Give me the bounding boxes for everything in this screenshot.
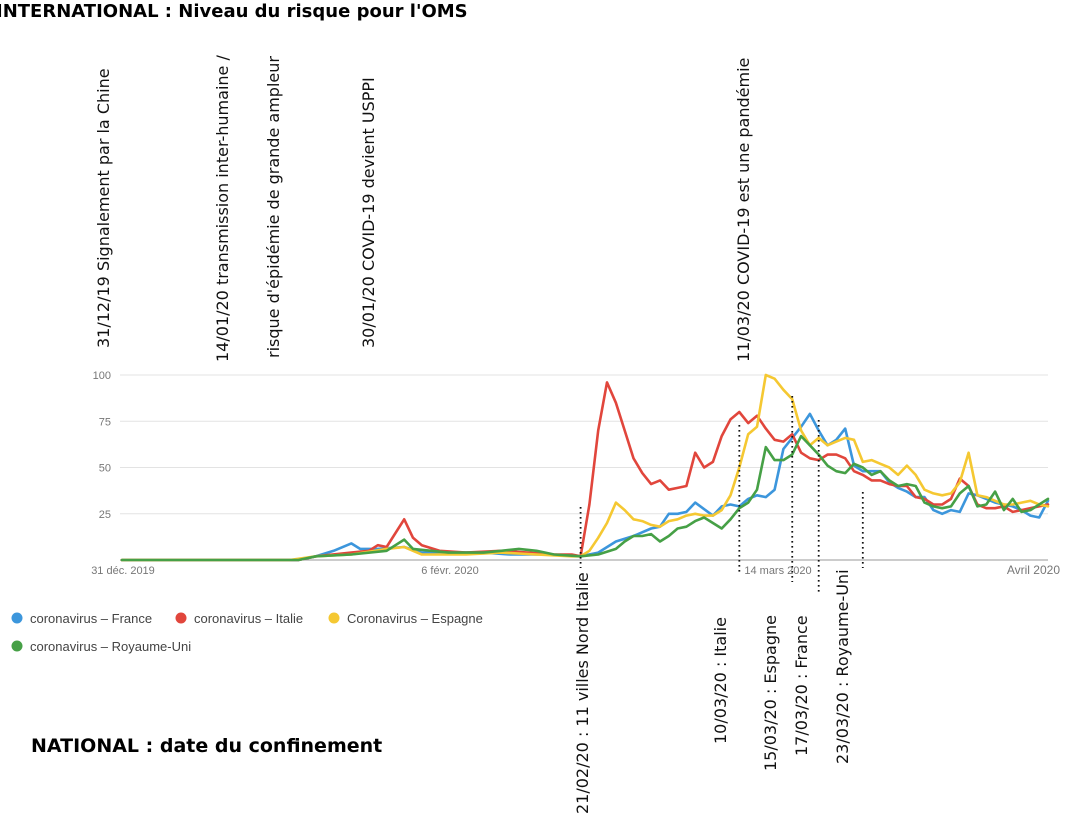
national-annotation-1: 21/02/20 : 11 villes Nord Italie — [573, 572, 592, 814]
intl-annotation-2b: risque d'épidémie de grande ampleur — [264, 56, 283, 358]
legend-swatch-3 — [328, 612, 340, 624]
y-tick-label: 75 — [99, 416, 111, 428]
intl-annotation-2a: 14/01/20 transmission inter-humaine / — [213, 55, 232, 362]
national-annotation-4: 17/03/20 : France — [792, 615, 811, 756]
legend-swatch-2 — [175, 612, 187, 624]
international-annotations: 31/12/19 Signalement par la Chine 14/01/… — [94, 55, 753, 362]
chart-legend: coronavirus – France coronavirus – Italie… — [11, 611, 483, 654]
national-annotation-lines — [579, 396, 864, 592]
chart-series — [120, 373, 1050, 562]
series-line-2 — [120, 381, 1050, 562]
title-international: INTERNATIONAL : Niveau du risque pour l'… — [0, 1, 468, 22]
intl-annotation-3: 30/01/20 COVID-19 devient USPPI — [359, 77, 378, 348]
x-tick-label: Avril 2020 — [1007, 563, 1060, 577]
y-tick-label: 50 — [99, 463, 111, 475]
national-annotation-labels: 21/02/20 : 11 villes Nord Italie 10/03/20… — [573, 569, 852, 814]
intl-annotation-4: 11/03/20 COVID-19 est une pandémie — [734, 58, 753, 362]
legend-label-4: coronavirus – Royaume-Uni — [30, 639, 191, 654]
y-axis-ticks: 25 50 75 100 — [93, 370, 111, 521]
legend-label-2: coronavirus – Italie — [194, 611, 303, 626]
x-tick-label: 6 févr. 2020 — [421, 565, 479, 577]
y-tick-label: 25 — [99, 509, 111, 521]
legend-label-3: Coronavirus – Espagne — [347, 611, 483, 626]
legend-swatch-4 — [11, 640, 23, 652]
series-line-4 — [120, 434, 1050, 562]
y-tick-label: 100 — [93, 370, 111, 382]
title-national: NATIONAL : date du confinement — [31, 735, 382, 757]
x-tick-label: 31 déc. 2019 — [91, 565, 155, 577]
intl-annotation-1: 31/12/19 Signalement par la Chine — [94, 68, 113, 348]
x-tick-label: 14 mars 2020 — [744, 565, 811, 577]
legend-label-1: coronavirus – France — [30, 611, 152, 626]
national-annotation-5: 23/03/20 : Royaume-Uni — [833, 569, 852, 764]
national-annotation-3: 15/03/20 : Espagne — [761, 615, 780, 771]
national-annotation-2: 10/03/20 : Italie — [711, 617, 730, 744]
legend-swatch-1 — [11, 612, 23, 624]
x-axis-ticks: 31 déc. 2019 6 févr. 2020 14 mars 2020 Avri… — [91, 563, 1060, 577]
